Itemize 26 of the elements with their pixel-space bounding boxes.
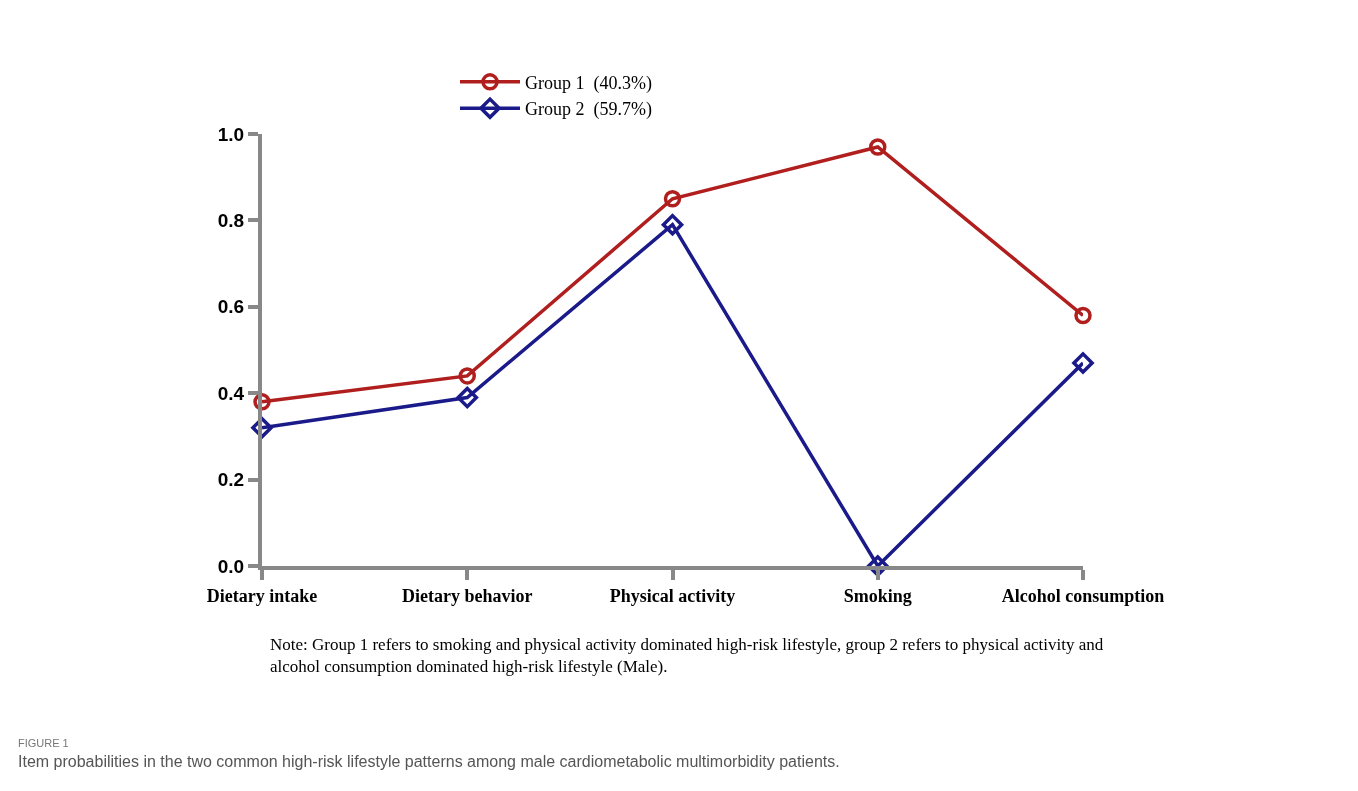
y-tick-label: 0.2 xyxy=(217,469,245,491)
point xyxy=(456,386,479,409)
point xyxy=(251,416,273,439)
point xyxy=(663,190,682,208)
x-tick-label: Alcohol consumption xyxy=(1001,585,1165,606)
x-tick-label: Dietary intake xyxy=(206,585,318,606)
y-tick-label: 0.4 xyxy=(217,382,245,404)
y-tick-label: 0.6 xyxy=(217,296,245,318)
y-tick-label: 1.0 xyxy=(217,123,245,145)
point xyxy=(661,213,684,236)
legend-label: Group 2 (59.7%) xyxy=(525,99,652,121)
text: Item probabilities in the two common high-risk lifestyle patterns among male cardiometabolic multimorbidity patients. xyxy=(18,752,841,772)
y-tick-label: 0.8 xyxy=(217,210,245,232)
point xyxy=(866,555,889,577)
y-tick-label: 0.0 xyxy=(217,555,245,577)
point xyxy=(458,367,476,385)
x-tick-label: Smoking xyxy=(843,585,912,606)
x-tick-label: Physical activity xyxy=(609,585,736,606)
point xyxy=(1072,352,1094,374)
point xyxy=(1074,306,1092,325)
point xyxy=(253,393,271,411)
point xyxy=(869,138,887,156)
legend-label: Group 1 (40.3%) xyxy=(525,72,652,94)
caption: FIGURE 1 xyxy=(18,736,70,751)
x-tick-label: Dietary behavior xyxy=(402,585,533,606)
text: Note: Group 1 refers to smoking and physical activity dominated high-risk lifestyle, group 2 refers to physical activity and alcohol consumption dominated high-risk lifestyle (Male). xyxy=(270,634,1105,679)
